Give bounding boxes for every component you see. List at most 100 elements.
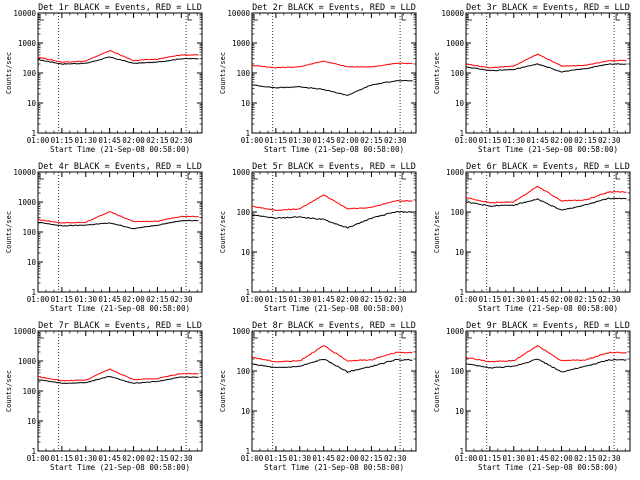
x-axis-label: Start Time (21-Sep-08 00:58:00)	[50, 463, 190, 472]
y-tick-label: 1	[31, 447, 36, 456]
y-tick-label: 100	[450, 208, 464, 217]
x-tick-label: 02:00	[550, 454, 573, 463]
x-tick-label: 01:30	[74, 454, 97, 463]
events-series-line	[251, 358, 413, 374]
y-tick-label: 100	[450, 367, 464, 376]
x-tick-label: 02:15	[574, 454, 597, 463]
y-tick-label: 10	[455, 248, 465, 257]
plot-frame	[465, 12, 631, 134]
y-tick-label: 10	[241, 407, 251, 416]
x-tick-label: 01:15	[265, 136, 288, 145]
y-tick-label: 1	[31, 288, 36, 297]
lld-series-line	[465, 53, 627, 69]
y-tick-label: 10	[241, 99, 251, 108]
x-tick-label: 01:00	[241, 295, 264, 304]
y-axis-label: Counts/sec	[433, 370, 441, 412]
panel-title: Det 2r BLACK = Events, RED = LLD	[252, 3, 416, 13]
x-tick-label: 02:30	[598, 454, 621, 463]
plot-frame	[37, 330, 203, 452]
plot-frame	[37, 171, 203, 293]
panel-title: Det 1r BLACK = Events, RED = LLD	[38, 3, 202, 13]
x-tick-label: 01:30	[74, 295, 97, 304]
end-marker	[615, 14, 621, 21]
x-axis-label: Start Time (21-Sep-08 00:58:00)	[264, 304, 404, 313]
events-series-line	[465, 197, 627, 211]
panel-title: Det 4r BLACK = Events, RED = LLD	[38, 162, 202, 172]
x-tick-label: 01:30	[74, 136, 97, 145]
y-axis-label: Counts/sec	[5, 370, 13, 412]
lld-series-line	[37, 211, 199, 224]
x-tick-label: 01:00	[455, 454, 478, 463]
x-axis-label: Start Time (21-Sep-08 00:58:00)	[478, 304, 618, 313]
lld-series-line	[251, 345, 413, 363]
events-series-line	[251, 79, 413, 96]
x-tick-label: 01:45	[98, 454, 121, 463]
x-tick-label: 01:15	[51, 454, 74, 463]
panel-6: Det 6r BLACK = Events, RED = LLD 1 10 100 10…	[433, 162, 631, 313]
y-tick-label: 1	[459, 129, 464, 138]
panel-4: Det 4r BLACK = Events, RED = LLD 1 10 100 10…	[5, 162, 203, 313]
panel-title: Det 9r BLACK = Events, RED = LLD	[466, 321, 630, 331]
end-marker	[187, 173, 193, 180]
lld-series-line	[466, 185, 627, 204]
x-tick-label: 02:00	[550, 136, 573, 145]
x-axis-label: Start Time (21-Sep-08 00:58:00)	[264, 145, 404, 154]
events-series-line	[37, 375, 199, 384]
end-marker	[401, 173, 407, 180]
x-tick-label: 02:15	[574, 295, 597, 304]
x-tick-label: 01:00	[455, 295, 478, 304]
x-tick-label: 01:00	[241, 454, 264, 463]
x-tick-label: 01:00	[27, 454, 50, 463]
x-tick-label: 02:00	[336, 454, 359, 463]
x-tick-label: 02:15	[146, 295, 169, 304]
events-series-line	[465, 63, 627, 73]
x-tick-label: 01:15	[51, 136, 74, 145]
start-marker	[253, 332, 258, 339]
y-axis-label: Counts/sec	[219, 370, 227, 412]
x-tick-label: 01:15	[479, 454, 502, 463]
x-tick-label: 02:00	[122, 454, 145, 463]
end-marker	[615, 173, 621, 180]
x-tick-label: 01:15	[51, 295, 74, 304]
x-tick-label: 02:30	[170, 136, 193, 145]
end-marker	[187, 14, 193, 21]
y-tick-label: 100	[22, 69, 36, 78]
x-tick-label: 01:45	[312, 136, 335, 145]
x-tick-label: 02:15	[574, 136, 597, 145]
x-tick-label: 02:00	[122, 136, 145, 145]
y-axis-label: Counts/sec	[5, 211, 13, 253]
x-tick-label: 01:45	[98, 136, 121, 145]
events-series-line	[465, 358, 627, 373]
x-axis-label: Start Time (21-Sep-08 00:58:00)	[478, 463, 618, 472]
y-tick-label: 1	[245, 288, 250, 297]
panel-title: Det 3r BLACK = Events, RED = LLD	[466, 3, 630, 13]
x-tick-label: 01:00	[27, 136, 50, 145]
x-tick-label: 02:15	[146, 454, 169, 463]
events-series-line	[37, 219, 199, 230]
y-tick-label: 100	[450, 69, 464, 78]
lld-series-line	[251, 60, 413, 69]
x-tick-label: 02:15	[360, 136, 383, 145]
y-tick-label: 100	[236, 367, 250, 376]
end-marker	[401, 14, 407, 21]
y-tick-label: 100	[22, 387, 36, 396]
end-marker	[401, 332, 407, 339]
x-tick-label: 02:15	[146, 136, 169, 145]
y-tick-label: 10000	[13, 9, 36, 18]
x-tick-label: 01:30	[502, 454, 525, 463]
y-tick-label: 1000	[18, 198, 37, 207]
x-tick-label: 02:15	[360, 295, 383, 304]
x-tick-label: 01:45	[526, 295, 549, 304]
panel-8: Det 8r BLACK = Events, RED = LLD 1 10 100 10…	[219, 321, 417, 472]
x-axis-label: Start Time (21-Sep-08 00:58:00)	[50, 145, 190, 154]
x-tick-label: 01:45	[312, 454, 335, 463]
plot-frame	[251, 330, 417, 452]
y-tick-label: 1	[245, 447, 250, 456]
y-axis-label: Counts/sec	[5, 52, 13, 94]
x-tick-label: 01:15	[479, 295, 502, 304]
start-marker	[39, 14, 44, 21]
plot-frame	[251, 12, 417, 134]
panel-title: Det 7r BLACK = Events, RED = LLD	[38, 321, 202, 331]
x-tick-label: 02:00	[336, 295, 359, 304]
